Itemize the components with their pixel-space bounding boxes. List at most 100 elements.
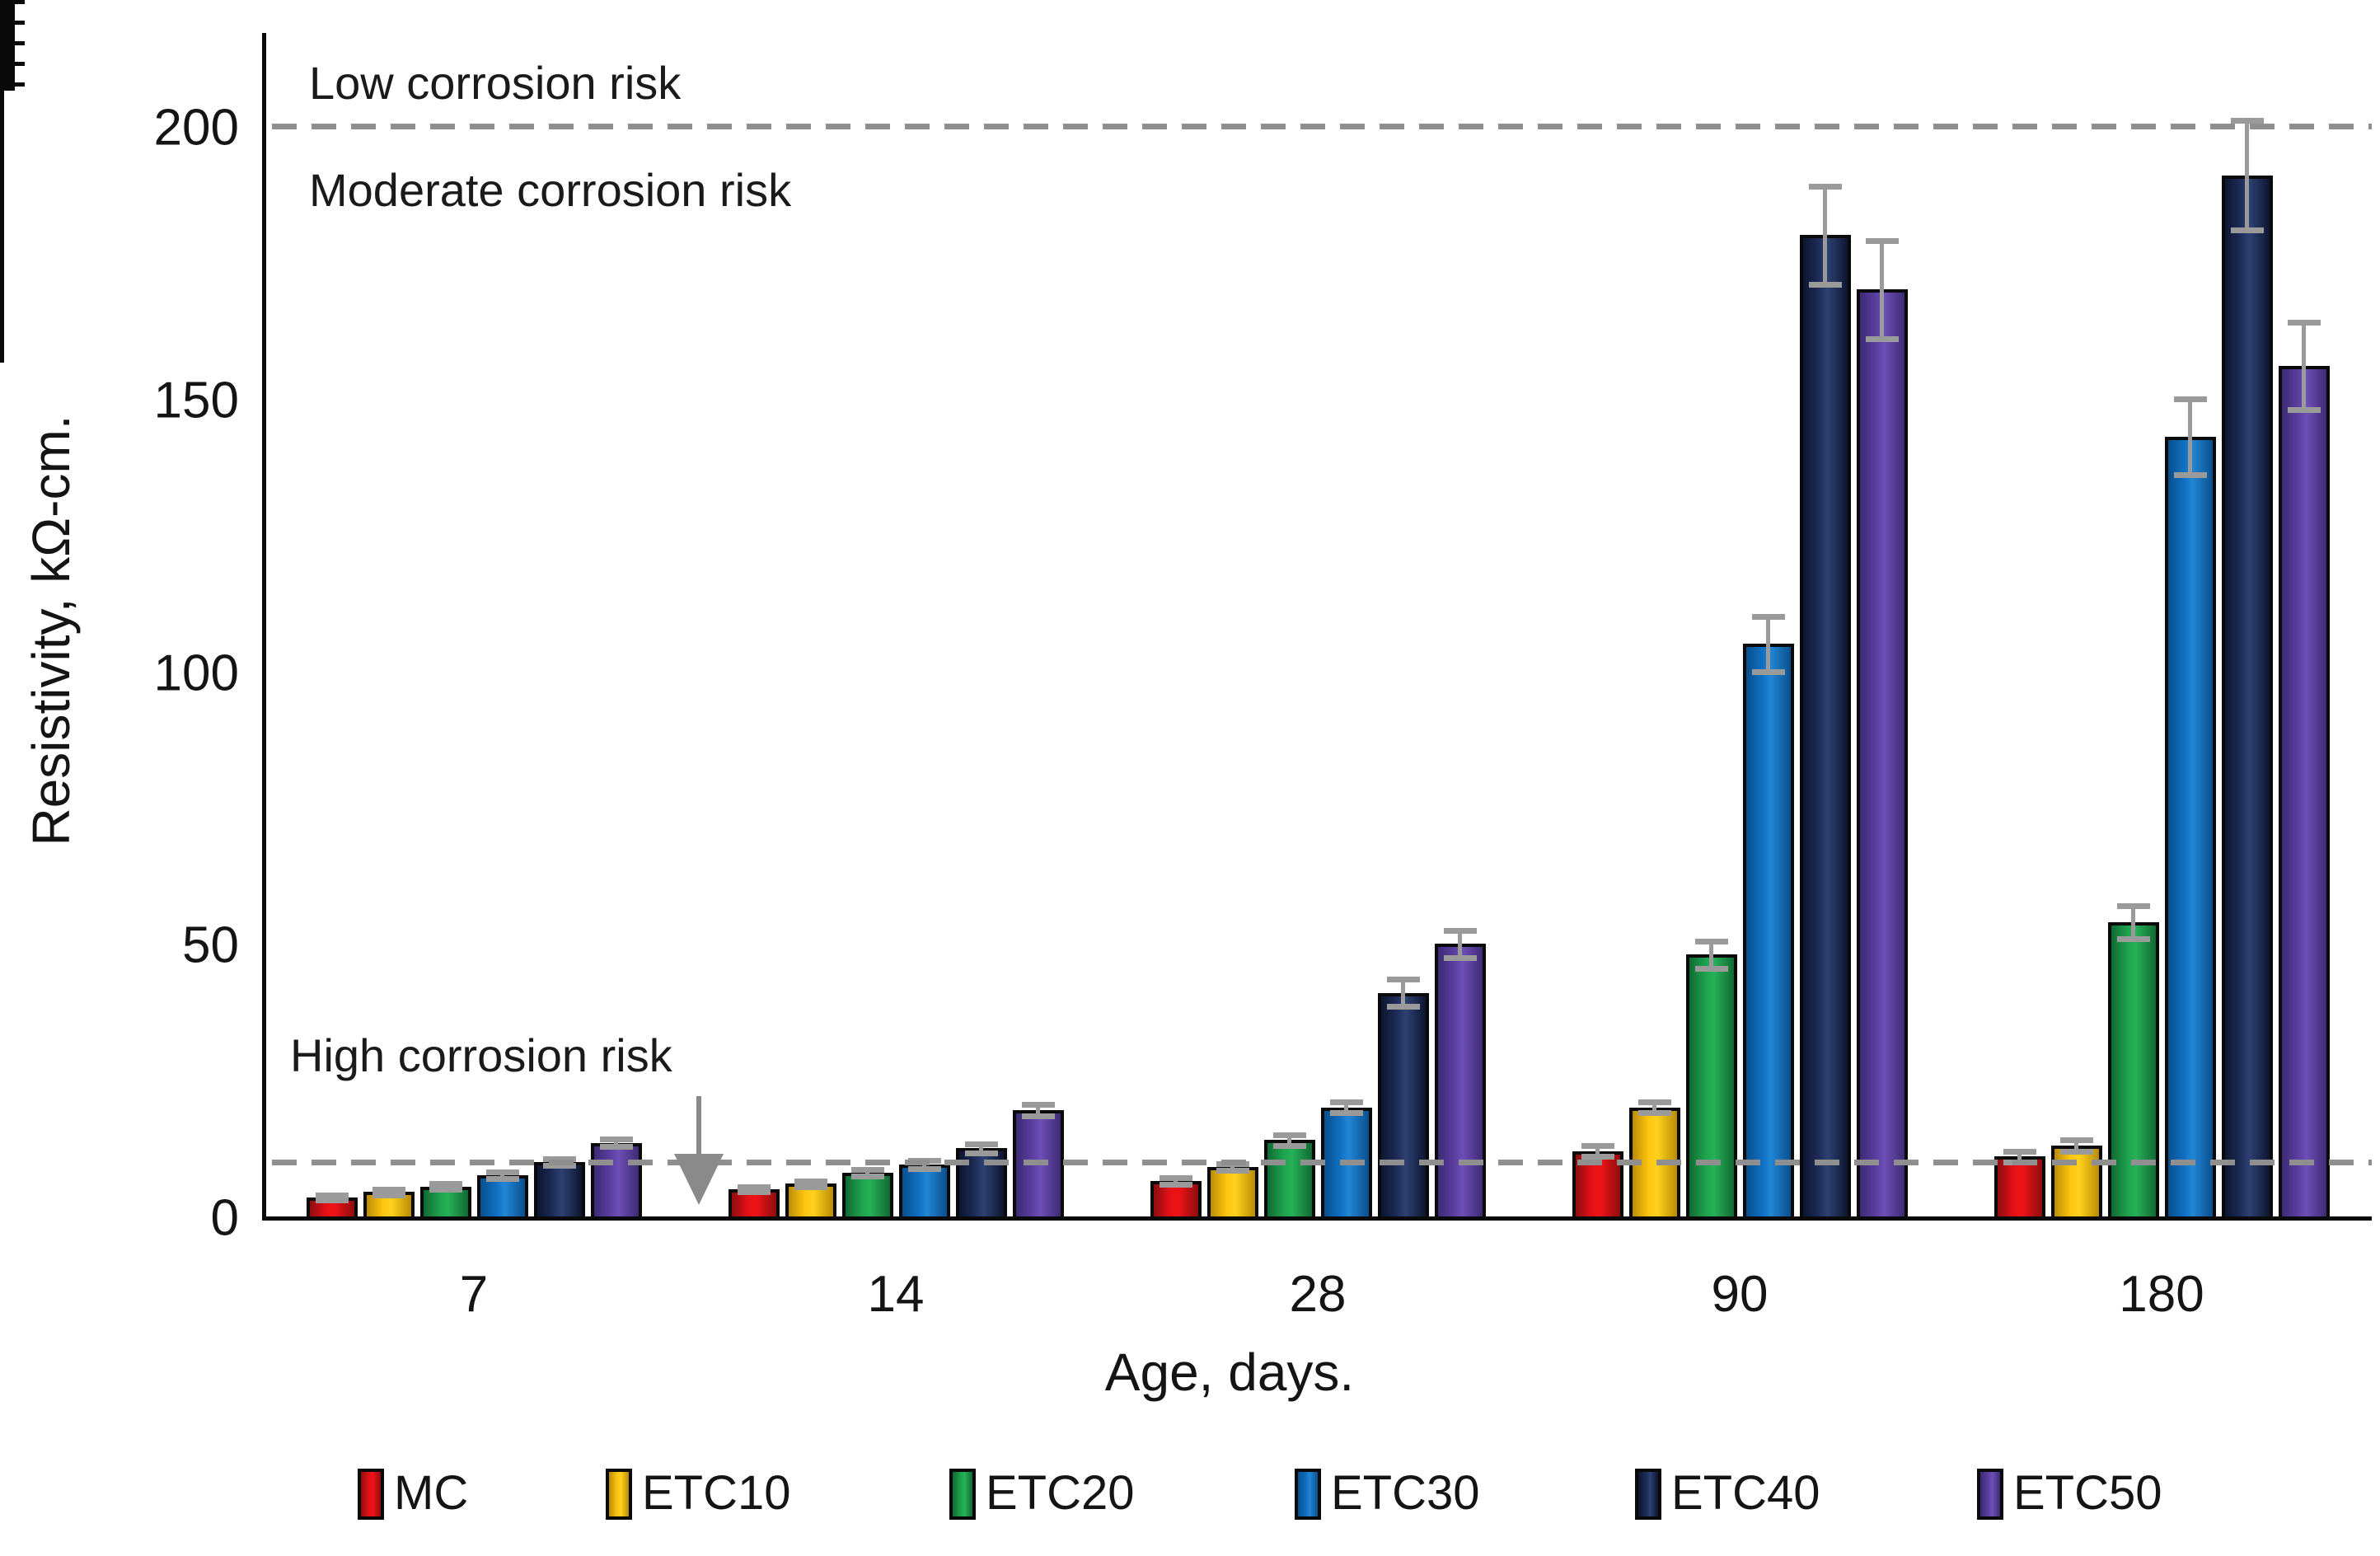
- error-bar-cap: [2173, 472, 2207, 479]
- annotation-low-corrosion: Low corrosion risk: [309, 57, 682, 109]
- down-arrow-icon: [696, 1096, 701, 1157]
- y-minor-tick: [0, 12, 15, 16]
- bar-ETC50-28: [1434, 944, 1486, 1220]
- error-bar: [2302, 322, 2306, 410]
- error-bar-cap: [1329, 1099, 1363, 1106]
- legend-swatch-ETC20: [949, 1469, 976, 1520]
- annotation-moderate-corrosion: Moderate corrosion risk: [309, 164, 792, 216]
- error-bar-cap: [485, 1169, 519, 1176]
- error-bar-cap: [542, 1155, 576, 1162]
- error-bar-cap: [1808, 183, 1842, 190]
- bar-ETC10-28: [1206, 1167, 1258, 1220]
- error-bar: [1458, 930, 1462, 958]
- x-tick: [0, 91, 4, 132]
- bar-ETC50-180: [2278, 366, 2330, 1220]
- threshold-line-200: [272, 124, 2372, 129]
- bar-ETC20-28: [1263, 1140, 1315, 1220]
- bar-ETC40-7: [533, 1161, 585, 1220]
- error-bar-cap: [2173, 396, 2207, 402]
- error-bar: [2074, 1140, 2078, 1151]
- annotation-high-corrosion: High corrosion risk: [290, 1029, 672, 1081]
- error-bar: [2131, 905, 2135, 939]
- error-bar-cap: [1159, 1175, 1192, 1182]
- error-bar-cap: [1443, 927, 1477, 934]
- error-bar-cap: [1637, 1099, 1671, 1106]
- y-minor-tick: [0, 87, 15, 91]
- bar-ETC10-180: [2050, 1146, 2102, 1220]
- error-bar-cap: [599, 1144, 633, 1151]
- error-bar-cap: [1637, 1110, 1671, 1117]
- y-minor-tick: [0, 66, 15, 70]
- error-bar-cap: [1694, 966, 1728, 972]
- error-bar-cap: [964, 1150, 998, 1156]
- y-major-tick: [0, 82, 25, 87]
- error-bar: [1823, 185, 1827, 284]
- error-bar-cap: [1865, 237, 1899, 244]
- error-bar-cap: [1865, 335, 1899, 342]
- x-tick-label: 180: [2119, 1266, 2204, 1323]
- x-tick: [0, 255, 4, 297]
- bar-MC-180: [1993, 1156, 2045, 1220]
- error-bar-cap: [2003, 1148, 2036, 1155]
- error-bar-cap: [1751, 614, 1785, 621]
- y-minor-tick: [0, 70, 15, 74]
- error-bar-cap: [2116, 935, 2150, 942]
- legend-swatch-ETC30: [1295, 1469, 1321, 1520]
- y-minor-tick: [0, 8, 15, 12]
- error-bar-cap: [1581, 1143, 1614, 1149]
- error-bar: [2245, 120, 2249, 230]
- y-minor-tick: [0, 33, 15, 37]
- error-bar-cap: [1272, 1132, 1306, 1138]
- bar-ETC30-7: [476, 1175, 528, 1220]
- error-bar: [1287, 1134, 1291, 1146]
- y-major-tick: [0, 41, 25, 45]
- error-bar-cap: [2116, 902, 2150, 909]
- bar-ETC40-28: [1377, 992, 1429, 1220]
- error-bar-cap: [737, 1183, 771, 1190]
- y-minor-tick: [0, 25, 15, 29]
- y-tick-label: 100: [153, 644, 239, 701]
- y-minor-tick: [0, 45, 15, 49]
- x-tick-label: 7: [459, 1266, 489, 1323]
- x-tick: [0, 214, 4, 255]
- error-bar-cap: [964, 1141, 998, 1148]
- error-bar: [979, 1144, 983, 1153]
- error-bar-cap: [429, 1186, 462, 1193]
- error-bar-cap: [315, 1192, 349, 1198]
- error-bar-cap: [1808, 281, 1842, 288]
- x-axis-title: Age, days.: [1104, 1343, 1355, 1402]
- error-bar-cap: [850, 1174, 884, 1180]
- error-bar: [1595, 1146, 1600, 1157]
- x-axis-line: [262, 1216, 2372, 1221]
- x-tick: [0, 173, 4, 214]
- error-bar-cap: [907, 1166, 941, 1173]
- y-tick-label: 200: [153, 99, 239, 157]
- error-bar: [1036, 1104, 1040, 1116]
- legend-label: MC: [394, 1466, 469, 1520]
- y-axis-line: [262, 33, 266, 1221]
- y-minor-tick: [0, 29, 15, 33]
- y-major-tick: [0, 0, 25, 4]
- x-tick-label: 14: [867, 1266, 925, 1323]
- legend-label: ETC40: [1671, 1466, 1820, 1520]
- error-bar-cap: [429, 1181, 462, 1188]
- error-bar-cap: [372, 1192, 405, 1198]
- legend-swatch-ETC10: [606, 1469, 632, 1520]
- error-bar: [2017, 1151, 2022, 1162]
- y-minor-tick: [0, 37, 15, 41]
- error-bar: [2188, 398, 2192, 476]
- bar-ETC30-90: [1742, 644, 1794, 1220]
- x-tick-label: 28: [1289, 1266, 1347, 1323]
- y-tick-label: 150: [153, 372, 239, 429]
- bar-ETC50-90: [1856, 289, 1908, 1220]
- legend-label: ETC30: [1331, 1466, 1480, 1520]
- down-arrow-head-icon: [674, 1154, 724, 1205]
- error-bar-cap: [315, 1197, 349, 1204]
- error-bar: [1401, 979, 1405, 1007]
- legend-swatch-ETC50: [1977, 1469, 2003, 1520]
- bar-MC-14: [728, 1188, 780, 1220]
- y-minor-tick: [0, 49, 15, 54]
- bar-ETC30-180: [2164, 437, 2216, 1220]
